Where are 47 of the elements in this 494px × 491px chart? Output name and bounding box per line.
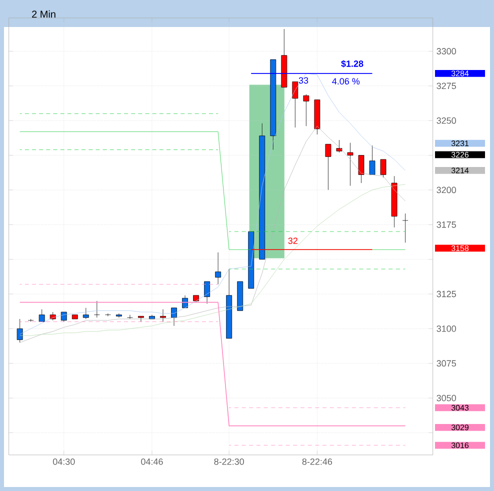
x-tick-label: 8-22:46 [302, 458, 332, 465]
x-tick-label: 04:46 [141, 458, 163, 465]
annotation: 4.06 % [332, 78, 360, 84]
text: 3226 [451, 152, 469, 158]
y-tick-label: 3100 [436, 325, 456, 332]
candlestick [380, 159, 386, 178]
annotation: 32 [288, 238, 298, 244]
candlestick [369, 145, 376, 175]
candlestick [204, 281, 210, 304]
candlestick [28, 318, 34, 322]
x-tick-label: 04:30 [52, 458, 75, 465]
y-tick-label: 3050 [436, 394, 456, 402]
candlestick [116, 313, 122, 318]
text: 3231 [451, 140, 469, 146]
candlestick [215, 252, 222, 284]
candlestick [38, 309, 45, 322]
text: 3158 [451, 245, 469, 252]
candlestick [347, 142, 354, 186]
candlestick [336, 140, 342, 153]
y-tick-label: 3125 [436, 290, 456, 298]
candlestick [138, 316, 144, 322]
candlestick [16, 318, 23, 343]
candlestick [325, 144, 332, 190]
y-tick-label: 3300 [436, 48, 456, 54]
candlestick [292, 82, 298, 128]
y-tick-label: 3250 [436, 117, 456, 124]
text: 3284 [451, 70, 469, 76]
y-tick-label: 3175 [436, 221, 456, 228]
candlestick [82, 308, 89, 320]
text: 3016 [451, 442, 469, 448]
candlestick [402, 213, 408, 243]
candlestick [127, 314, 133, 320]
text: 3043 [451, 404, 469, 411]
text: 3029 [451, 424, 469, 430]
candlestick [160, 309, 166, 322]
y-tick-label: 3200 [436, 186, 456, 194]
y-tick-label: 3075 [436, 360, 456, 367]
candlestick [104, 313, 111, 316]
annotation: $1.28 [341, 60, 364, 68]
text: 3214 [451, 168, 469, 174]
candlestick [358, 155, 364, 184]
annotation: 33 [298, 77, 308, 84]
x-tick-label: 8-22:30 [214, 458, 244, 465]
y-tick-label: 3275 [436, 82, 456, 90]
candlestick [94, 300, 100, 318]
candlestick [303, 94, 310, 126]
chart-title: 2 Min [32, 10, 56, 18]
